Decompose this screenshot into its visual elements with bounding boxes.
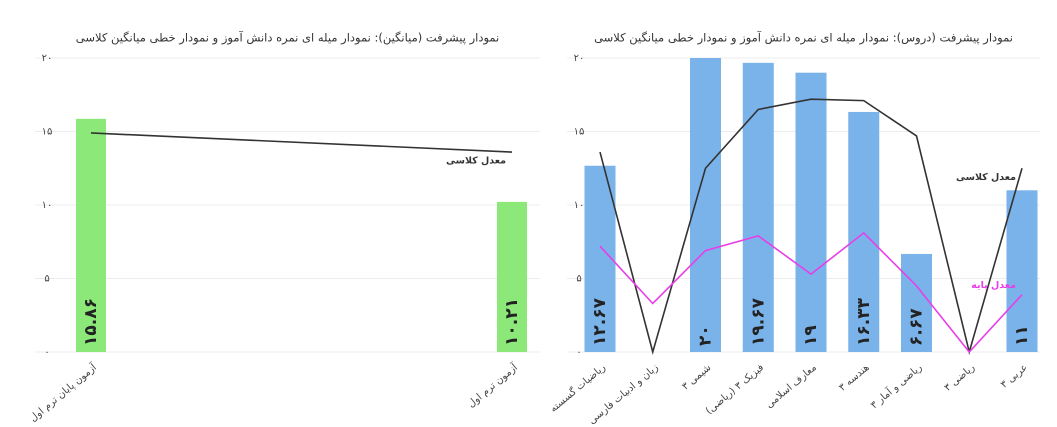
series-label: معدل کلاسی bbox=[956, 172, 1016, 183]
line bbox=[599, 231, 1023, 354]
bar bbox=[901, 253, 932, 352]
value-label: ۶.۶۷ bbox=[907, 308, 927, 346]
value-label: ۱۱ bbox=[1012, 325, 1032, 346]
y-tick-label: ۰ bbox=[576, 347, 581, 358]
series-label: معدل پایه bbox=[971, 280, 1016, 291]
bar bbox=[1006, 190, 1038, 352]
y-tick-label: ۵ bbox=[44, 274, 49, 285]
series-label: معدل کلاسی bbox=[446, 156, 506, 167]
x-tick-label: فیزیک ۳ (ریاضی) bbox=[704, 362, 766, 417]
value-label: ۱۵.۸۶ bbox=[81, 298, 101, 346]
line bbox=[599, 98, 1023, 356]
y-tick-label: ۱۰ bbox=[574, 200, 585, 211]
bar bbox=[795, 72, 827, 352]
bar bbox=[76, 118, 106, 352]
y-tick-label: ۱۰ bbox=[42, 200, 53, 211]
value-label: ۱۲.۶۷ bbox=[590, 297, 610, 346]
value-label: ۱۰.۲۱ bbox=[502, 298, 522, 346]
x-tick-label: ریاضی و آمار ۳ bbox=[868, 361, 925, 412]
bar bbox=[497, 201, 527, 352]
x-tick-label: شیمی ۳ bbox=[680, 362, 713, 392]
chart-title: نمودار پیشرفت (دروس): نمودار میله ای نمر… bbox=[594, 31, 1013, 46]
value-label: ۱۶.۳۳ bbox=[854, 297, 874, 346]
value-label: ۲۰ bbox=[696, 325, 716, 346]
y-tick-label: ۱۵ bbox=[574, 127, 585, 138]
x-tick-label: هندسه ۳ bbox=[837, 362, 872, 393]
x-tick-label: معارف اسلامی bbox=[764, 362, 819, 411]
y-tick-label: ۲۰ bbox=[574, 53, 585, 64]
x-tick-label: آزمون ترم اول bbox=[465, 360, 521, 410]
x-tick-label: ریاضی ۳ bbox=[942, 362, 977, 394]
bar bbox=[584, 165, 616, 352]
y-tick-label: ۱۵ bbox=[42, 127, 53, 138]
line bbox=[90, 132, 513, 153]
x-tick-label: آزمون پایان ترم اول bbox=[27, 360, 100, 424]
x-tick-label: عربی ۳ bbox=[999, 362, 1030, 390]
value-label: ۱۹.۶۷ bbox=[748, 297, 768, 346]
y-tick-label: ۰ bbox=[44, 347, 49, 358]
value-label: ۱۹ bbox=[801, 325, 821, 346]
chart-title: نمودار پیشرفت (میانگین): نمودار میله ای … bbox=[76, 31, 500, 46]
y-tick-label: ۵ bbox=[576, 274, 581, 285]
bar bbox=[742, 62, 774, 352]
y-tick-label: ۲۰ bbox=[42, 53, 53, 64]
